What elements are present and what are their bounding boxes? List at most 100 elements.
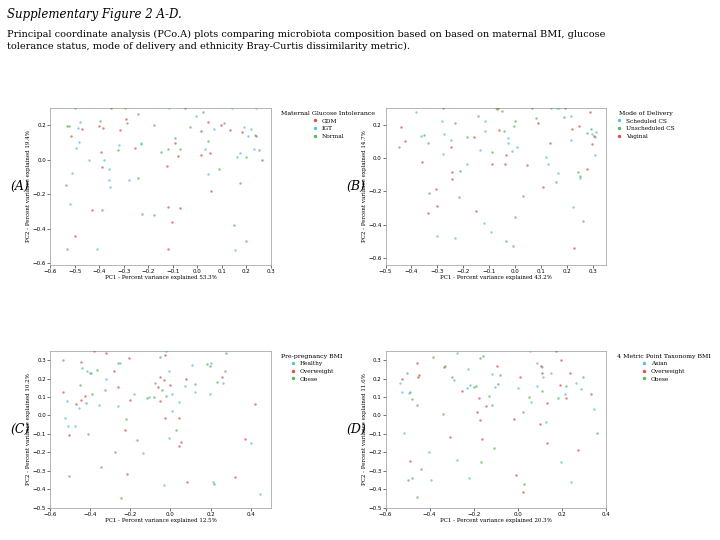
Point xyxy=(483,392,495,400)
Point xyxy=(410,108,421,117)
Point xyxy=(174,204,186,213)
Point xyxy=(238,123,249,132)
Point xyxy=(415,464,426,473)
Point xyxy=(555,458,567,467)
Point xyxy=(415,132,427,140)
Point xyxy=(438,410,449,418)
Text: Supplementary Figure 2 A-D.: Supplementary Figure 2 A-D. xyxy=(7,8,182,21)
Point xyxy=(172,151,184,160)
Point xyxy=(73,124,84,132)
Point xyxy=(251,132,262,140)
Point xyxy=(472,112,483,121)
Point xyxy=(536,362,548,371)
Point xyxy=(526,398,537,407)
Point xyxy=(98,156,109,164)
Point xyxy=(555,356,567,364)
Point xyxy=(104,165,115,173)
Point xyxy=(542,159,554,168)
Point xyxy=(497,107,508,116)
Point xyxy=(403,388,415,397)
Point xyxy=(582,164,593,173)
X-axis label: PC1 - Percent variance explained 53.3%: PC1 - Percent variance explained 53.3% xyxy=(104,275,216,280)
Point xyxy=(195,126,207,135)
Point xyxy=(524,347,536,355)
Point xyxy=(534,420,546,428)
Text: (C): (C) xyxy=(11,423,30,436)
Point xyxy=(493,126,505,134)
Point xyxy=(58,355,69,364)
Point xyxy=(410,358,422,367)
Point xyxy=(486,401,498,409)
Point xyxy=(240,237,252,245)
Point xyxy=(109,448,121,456)
Point xyxy=(234,179,246,187)
Point xyxy=(63,430,75,439)
Point xyxy=(163,434,175,442)
Point xyxy=(186,361,198,369)
Point xyxy=(551,104,562,112)
Point xyxy=(220,349,232,357)
Point xyxy=(202,170,214,179)
Point xyxy=(512,384,523,393)
Point xyxy=(217,373,228,382)
Point xyxy=(204,148,215,157)
Point xyxy=(462,384,473,393)
Point xyxy=(180,375,192,383)
Point xyxy=(76,364,88,373)
Point xyxy=(518,192,529,200)
Point xyxy=(120,414,132,423)
Point xyxy=(242,131,253,140)
Point xyxy=(546,369,557,377)
Y-axis label: PC2 - Percent variance explained 19.4%: PC2 - Percent variance explained 19.4% xyxy=(27,131,32,242)
Legend: Asian, Overweight, Obese: Asian, Overweight, Obese xyxy=(616,354,711,382)
Point xyxy=(75,117,86,126)
Point xyxy=(207,477,218,486)
Point xyxy=(559,113,570,122)
Point xyxy=(160,392,171,401)
Point xyxy=(526,104,538,112)
Point xyxy=(129,144,140,152)
Point xyxy=(103,176,114,185)
Point xyxy=(536,369,548,378)
Point xyxy=(397,387,408,396)
Point xyxy=(218,119,230,128)
Point xyxy=(101,348,112,357)
Point xyxy=(437,150,449,159)
Point xyxy=(174,442,185,450)
Legend: GDM, IGT, Normal: GDM, IGT, Normal xyxy=(282,111,375,139)
Point xyxy=(80,399,91,408)
Point xyxy=(448,375,459,384)
Point xyxy=(251,104,262,112)
Point xyxy=(166,407,177,416)
Point xyxy=(405,456,416,465)
Point xyxy=(132,436,143,445)
Point xyxy=(169,133,181,142)
Point xyxy=(577,217,588,226)
Point xyxy=(503,133,514,142)
Point xyxy=(396,374,408,383)
Point xyxy=(94,117,106,125)
Point xyxy=(94,122,105,131)
Point xyxy=(537,183,549,192)
Point xyxy=(132,110,144,119)
Point xyxy=(438,362,449,371)
Point xyxy=(507,241,518,250)
Point xyxy=(508,122,520,131)
Point xyxy=(589,151,600,159)
Point xyxy=(236,128,248,137)
Point xyxy=(492,104,504,112)
Point xyxy=(213,164,225,173)
Point xyxy=(461,160,472,168)
Point xyxy=(253,145,265,154)
Point xyxy=(231,153,243,161)
Point xyxy=(154,396,166,405)
Point xyxy=(150,379,161,387)
Point xyxy=(173,414,184,422)
Point xyxy=(148,393,160,401)
Point xyxy=(566,112,577,120)
Point xyxy=(240,434,251,443)
Point xyxy=(204,390,215,399)
Point xyxy=(487,370,498,379)
Point xyxy=(148,121,159,130)
Point xyxy=(135,139,147,148)
